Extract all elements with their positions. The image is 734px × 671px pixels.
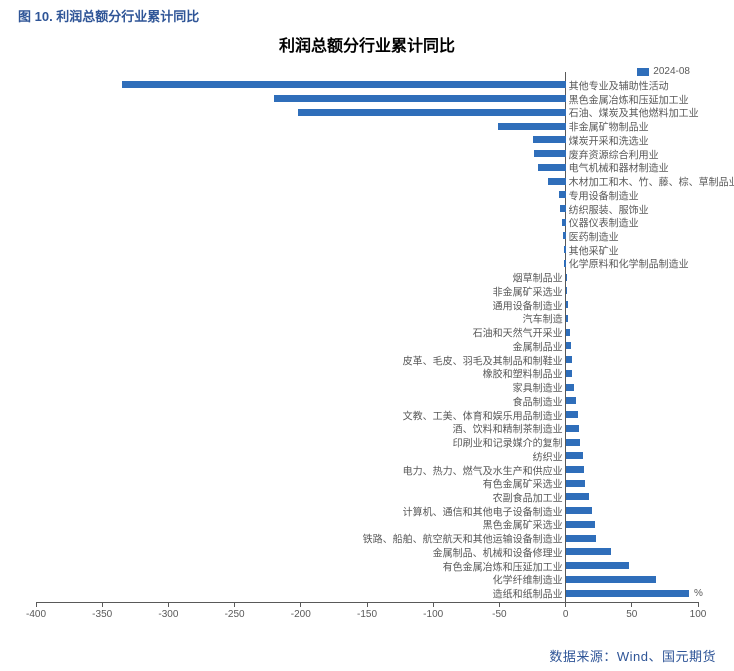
unit-label: % [694,588,703,599]
x-tick-mark [565,602,566,607]
bar [566,452,583,459]
bar [274,95,565,102]
category-label: 橡胶和塑料制品业 [483,366,563,381]
bar [566,411,578,418]
x-tick-mark [499,602,500,607]
bar [566,342,571,349]
category-label: 纺织业 [533,448,563,463]
x-tick-label: -200 [291,609,311,620]
chart-title: 利润总额分行业累计同比 [0,32,734,56]
bar [548,178,565,185]
bar [566,548,611,555]
x-tick-mark [234,602,235,607]
bar [566,329,570,336]
x-tick-label: 0 [563,609,569,620]
bar [298,109,565,116]
bar [534,150,566,157]
bar [566,370,573,377]
category-label: 石油、煤炭及其他燃料加工业 [569,105,699,120]
bar [533,136,566,143]
bar [562,219,566,226]
bar [566,590,689,597]
x-tick-label: -250 [225,609,245,620]
bar [566,397,577,404]
bar [566,466,585,473]
bar [566,535,596,542]
figure-container: 图 10. 利润总额分行业累计同比 利润总额分行业累计同比 2024-08 -4… [0,0,734,671]
bar [563,232,566,239]
x-tick-mark [433,602,434,607]
x-tick-label: -100 [423,609,443,620]
x-tick-label: -150 [357,609,377,620]
legend-label: 2024-08 [653,66,690,77]
data-source: 数据来源：Wind、国元期货 [549,646,716,665]
x-tick-mark [631,602,632,607]
bar [566,480,586,487]
bar [566,356,573,363]
x-tick-label: -400 [26,609,46,620]
category-label: 造纸和纸制品业 [493,586,563,601]
x-tick-label: 100 [690,609,707,620]
x-tick-mark [102,602,103,607]
bar [566,493,590,500]
figure-caption: 图 10. 利润总额分行业累计同比 [18,6,199,25]
x-tick-label: -300 [158,609,178,620]
x-tick-label: 50 [626,609,637,620]
x-tick-mark [698,602,699,607]
legend-swatch [637,68,649,76]
bar [566,507,592,514]
bar [566,562,630,569]
bar [566,576,656,583]
bar [122,81,566,88]
bar [566,287,567,294]
bar [566,274,567,281]
bar [566,315,569,322]
category-label: 专用设备制造业 [569,187,639,202]
bar [566,521,595,528]
category-label: 非金属矿采选业 [493,283,563,298]
x-tick-mark [367,602,368,607]
x-tick-mark [300,602,301,607]
bar [566,384,574,391]
chart-legend: 2024-08 [637,66,690,77]
bar [564,260,565,267]
category-label: 金属制品、机械和设备修理业 [433,544,563,559]
bar [559,191,566,198]
bar [566,439,581,446]
x-tick-label: -50 [492,609,506,620]
bar [498,123,566,130]
bar [564,246,565,253]
bar [560,205,565,212]
category-label: 化学原料和化学制品制造业 [569,256,689,271]
bar [538,164,566,171]
x-tick-label: -350 [92,609,112,620]
bar [566,301,569,308]
chart-plot-area: 2024-08 -400-350-300-250-200-150-100-500… [36,56,698,630]
x-tick-mark [168,602,169,607]
bar [566,425,579,432]
x-tick-mark [36,602,37,607]
